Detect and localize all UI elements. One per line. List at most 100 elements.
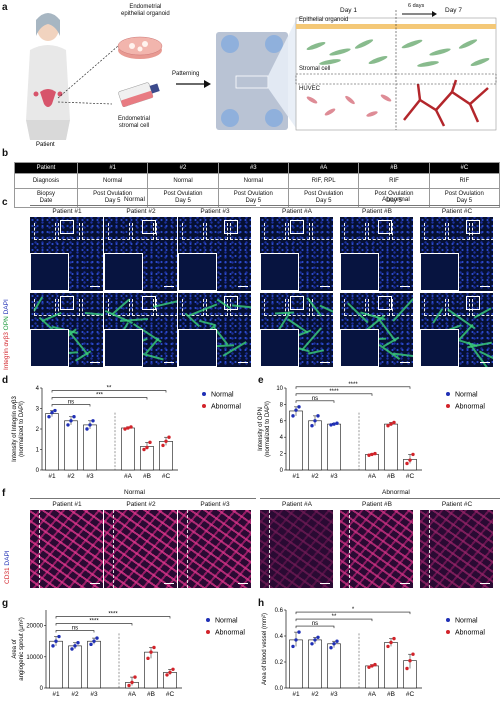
significance-bracket [295,618,373,622]
bar [308,639,322,689]
data-point [294,638,298,642]
data-point [167,435,171,439]
c-patient-header: Patient #2 [126,208,156,215]
data-point [389,422,393,426]
data-point [66,423,70,427]
micrograph-dapi [420,217,493,291]
data-point [54,639,58,643]
x-tick-label: #C [406,473,415,480]
y-tick-label: 0 [280,468,284,474]
legend-normal-marker [202,392,206,396]
x-tick-label: #2 [71,691,79,698]
legend-normal-label: Normal [211,392,234,399]
data-point [316,635,320,639]
data-point [165,673,169,677]
panel-label-c: c [2,197,8,208]
micrograph-merge [340,293,413,367]
significance-label: ** [332,614,337,620]
table-cell: Biopsy Date [14,188,78,208]
cd31-micrograph [178,510,251,588]
patient-figure [26,13,70,140]
bar [289,410,303,471]
chart-g: 0 10000 20000 Area of angiogenic sprout (μm²… [12,610,245,698]
data-point [392,636,396,641]
x-tick-label: #B [387,691,395,698]
legend-abnormal-marker [206,630,210,634]
data-point [335,421,339,425]
data-point [47,415,51,419]
y-tick-label: 6 [280,419,284,425]
legend-normal-marker [446,618,450,622]
data-point [129,425,133,429]
data-point [146,656,150,661]
data-point [148,440,152,445]
f-abnormal-label: Abnormal [382,489,410,496]
bar [121,427,135,471]
significance-label: **** [348,382,358,388]
significance-bracket [55,623,133,626]
y-tick-label: 2 [280,452,284,458]
table-cell: Post Ovulation Day 5 [358,188,430,208]
bar [365,665,379,689]
data-point [329,423,333,427]
micrograph-merge [30,293,103,367]
significance-label: **** [108,612,118,618]
data-point [408,659,412,663]
panel-label-g: g [2,598,9,609]
panel-a-illustration: Patient [26,10,497,148]
day1-label: Day 1 [340,7,357,14]
data-point [367,453,371,457]
epithelial-label: Epithelial organoid [299,17,349,23]
y-tick-label: 20000 [26,624,43,630]
table-cell: Post Ovulation Day 5 [76,188,149,208]
f-normal-label: Normal [124,489,145,496]
c-normal-label: Normal [124,196,145,203]
x-tick-label: #B [143,473,151,480]
data-point [57,634,61,639]
table-cell: RIF, RPL [287,173,360,189]
data-point [85,427,89,431]
legend-abnormal-label: Abnormal [455,630,485,637]
c-patient-header: Patient #1 [52,208,82,215]
data-point [51,644,55,648]
micrograph-merge [260,293,333,367]
table-header-cell: #3 [217,162,289,174]
legend-abnormal-marker [202,404,206,408]
x-tick-label: #A [368,473,377,480]
bar [327,423,341,471]
x-tick-label: #2 [311,473,319,480]
panel-label-b: b [2,148,9,159]
x-tick-label: #A [124,473,133,480]
data-point [164,439,168,443]
y-tick-label: 4 [36,386,40,392]
c-side-integrin: Integrin αvβ3 [3,332,10,370]
table-cell: RIF [428,173,501,189]
data-point [405,461,409,466]
data-point [161,443,165,448]
data-point [69,419,73,423]
data-point [411,652,415,656]
data-point [310,642,314,646]
c-patient-header: Patient #3 [200,208,230,215]
data-point [294,408,298,412]
table-row: Biopsy Date Post Ovulation Day 5 Post Ov… [14,188,501,208]
uterus-icon [33,89,63,107]
x-tick-label: #C [406,691,415,698]
data-point [123,427,127,431]
table-header-cell: #A [287,162,360,174]
c-normal-bracket [30,205,256,206]
data-point [145,445,149,450]
table-header-cell: #C [428,162,501,174]
data-point [291,414,295,418]
x-tick-label: #3 [86,473,94,480]
f-side-dapi: DAPI [4,550,11,566]
data-point [126,426,130,430]
data-point [133,675,137,679]
f-patient-header: Patient #1 [52,501,82,508]
table-cell: Normal [76,173,149,189]
data-point [411,452,415,457]
table-cell: RIF [358,173,430,189]
y-tick-label: 4 [280,435,284,441]
data-point [73,644,77,648]
x-tick-label: #A [128,691,137,698]
